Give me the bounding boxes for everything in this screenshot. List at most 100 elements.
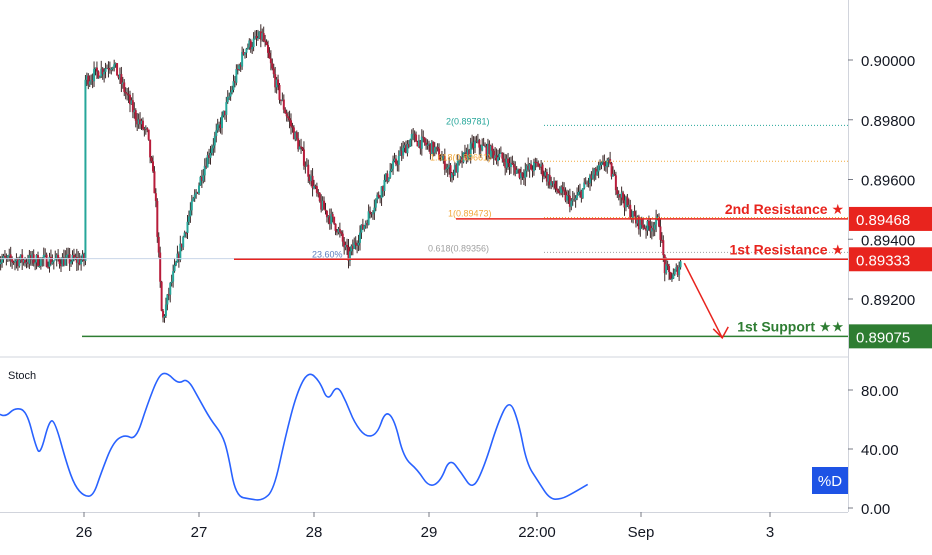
candle-body (151, 157, 153, 161)
candle-body (165, 305, 167, 316)
candle-body (149, 140, 151, 158)
candle (148, 130, 150, 141)
candle-body (539, 167, 541, 168)
candle-body (678, 267, 680, 275)
legend-badge: %D (812, 467, 848, 494)
candle-body (290, 120, 292, 126)
time-tick-label: 22:00 (518, 524, 556, 541)
candle-body (235, 69, 237, 83)
candle-body (253, 39, 255, 47)
candle-body (105, 69, 107, 72)
candle-body (227, 97, 229, 102)
candle (582, 188, 584, 199)
candle-body (66, 255, 68, 258)
candle-body (319, 193, 321, 201)
candle-body (107, 68, 109, 69)
candle-body (284, 110, 286, 114)
candle-body (171, 282, 173, 283)
candle-body (592, 175, 594, 179)
candle-body (358, 243, 360, 246)
candle-body (415, 135, 417, 142)
candle-body (221, 116, 223, 129)
candle-body (116, 63, 118, 75)
candle-body (202, 175, 204, 180)
level-price-badge: 0.89075 (849, 324, 932, 348)
fib-label: 1.618(0.89661) (430, 152, 491, 162)
candle-body (671, 279, 673, 280)
candle-body (421, 137, 423, 149)
candle-body (198, 185, 200, 193)
candle-body (289, 118, 291, 120)
candle-body (188, 216, 190, 221)
candle-body (37, 255, 39, 266)
candle-body (562, 187, 564, 190)
candle-body (626, 197, 628, 205)
candle-body (654, 225, 656, 230)
candle-body (264, 41, 266, 42)
candle-body (191, 201, 193, 210)
candle-body (273, 69, 275, 75)
candle-body (507, 159, 509, 163)
candle-body (372, 213, 374, 215)
candle-body (616, 190, 618, 194)
candle-body (498, 154, 500, 157)
candle-body (51, 262, 53, 264)
candle-body (556, 188, 558, 190)
candle-body (424, 138, 426, 143)
price-tick-label: 0.89400 (861, 232, 915, 249)
fib-label: 1(0.89473) (448, 208, 492, 218)
candle-body (414, 134, 416, 135)
candle-body (263, 33, 265, 41)
candle-body (270, 58, 272, 63)
candle-body (46, 255, 48, 267)
candle-body (598, 165, 600, 171)
candle-body (570, 201, 572, 207)
candle-body (158, 237, 160, 253)
candle (46, 253, 48, 268)
candle-body (212, 145, 214, 148)
candle-body (148, 130, 150, 140)
candle-body (257, 38, 259, 39)
candle-body (648, 221, 650, 226)
candle-body (378, 195, 380, 197)
candle-body (194, 195, 196, 199)
candle-body (641, 219, 643, 225)
candle-body (563, 190, 565, 192)
candle-body (392, 161, 394, 169)
candle-body (155, 193, 157, 201)
candle-body (18, 260, 20, 266)
candle-body (112, 67, 114, 69)
candle-body (516, 170, 518, 174)
candle-body (355, 243, 357, 245)
candle-body (296, 132, 298, 138)
candle-body (316, 186, 318, 193)
candle-body (615, 175, 617, 190)
level-price-text: 0.89075 (856, 329, 910, 346)
candle-body (152, 161, 154, 171)
candle-body (389, 171, 391, 177)
candle (409, 139, 411, 147)
candle-body (156, 201, 158, 237)
level-price-badge: 0.89468 (849, 207, 932, 231)
candle-body (214, 136, 216, 145)
candle (670, 272, 672, 280)
candle-body (662, 240, 664, 255)
candle-body (164, 316, 166, 318)
candle (161, 281, 163, 311)
candle-body (359, 233, 361, 243)
price-tick-label: 0.89800 (861, 113, 915, 130)
candle-body (599, 165, 601, 166)
osc-tick-label: 80.00 (861, 383, 899, 400)
candle-body (596, 172, 598, 176)
candle-body (667, 264, 669, 266)
candle-body (674, 270, 676, 274)
candle-body (575, 198, 577, 200)
candle-body (80, 260, 82, 264)
candle-body (286, 113, 288, 116)
candle-body (373, 208, 375, 213)
candle-body (388, 178, 390, 181)
candle-body (363, 225, 365, 229)
candle-body (335, 224, 337, 231)
candle-body (542, 165, 544, 176)
candle-body (409, 140, 411, 147)
